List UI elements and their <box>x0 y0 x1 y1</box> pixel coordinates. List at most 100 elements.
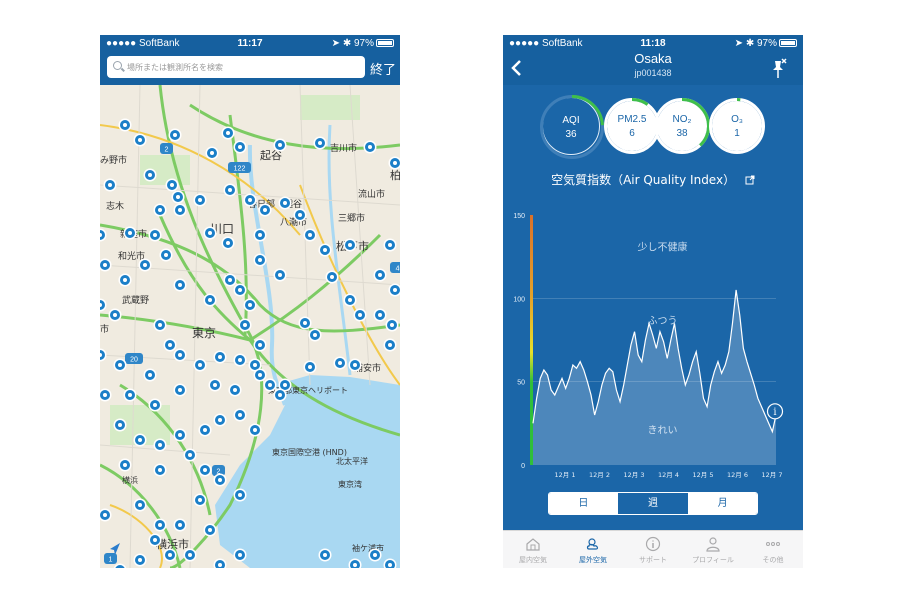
station-marker[interactable] <box>373 308 387 322</box>
station-marker[interactable] <box>103 178 117 192</box>
station-marker[interactable] <box>348 358 362 372</box>
station-marker[interactable] <box>133 553 147 567</box>
station-marker[interactable] <box>118 118 132 132</box>
station-marker[interactable] <box>173 428 187 442</box>
station-marker[interactable] <box>313 136 327 150</box>
station-marker[interactable] <box>163 338 177 352</box>
station-marker[interactable] <box>333 356 347 370</box>
station-marker[interactable] <box>318 548 332 562</box>
station-marker[interactable] <box>108 308 122 322</box>
station-marker[interactable] <box>213 473 227 487</box>
search-bar[interactable] <box>107 56 365 78</box>
station-marker[interactable] <box>193 358 207 372</box>
station-marker[interactable] <box>223 183 237 197</box>
station-marker[interactable] <box>373 268 387 282</box>
station-marker[interactable] <box>153 463 167 477</box>
station-marker[interactable] <box>153 318 167 332</box>
station-marker[interactable] <box>153 438 167 452</box>
external-link-icon[interactable] <box>745 175 755 185</box>
station-marker[interactable] <box>138 258 152 272</box>
station-marker[interactable] <box>298 316 312 330</box>
station-marker[interactable] <box>273 268 287 282</box>
station-marker[interactable] <box>123 226 137 240</box>
station-marker[interactable] <box>383 338 397 352</box>
station-marker[interactable] <box>385 318 399 332</box>
station-marker[interactable] <box>193 493 207 507</box>
station-marker[interactable] <box>205 146 219 160</box>
station-marker[interactable] <box>100 388 112 402</box>
station-marker[interactable] <box>318 243 332 257</box>
station-marker[interactable] <box>233 353 247 367</box>
station-marker[interactable] <box>118 273 132 287</box>
unpin-icon[interactable] <box>769 57 789 81</box>
station-marker[interactable] <box>163 548 177 562</box>
station-marker[interactable] <box>159 248 173 262</box>
station-marker[interactable] <box>348 558 362 569</box>
tab-profile[interactable]: プロフィール <box>683 531 743 568</box>
station-marker[interactable] <box>193 193 207 207</box>
station-marker[interactable] <box>233 140 247 154</box>
station-marker[interactable] <box>183 448 197 462</box>
map-view[interactable]: 吉川市起谷み野市柏流山市春日部・越谷志木三郷市八潮市新座市川口松戸市和光市武蔵野… <box>100 85 400 568</box>
station-marker[interactable] <box>258 203 272 217</box>
station-marker[interactable] <box>273 388 287 402</box>
station-marker[interactable] <box>173 383 187 397</box>
station-marker[interactable] <box>153 518 167 532</box>
station-marker[interactable] <box>293 208 307 222</box>
search-input[interactable] <box>127 59 357 75</box>
station-marker[interactable] <box>100 228 107 242</box>
station-marker[interactable] <box>203 523 217 537</box>
station-marker[interactable] <box>368 548 382 562</box>
station-marker[interactable] <box>173 348 187 362</box>
station-marker[interactable] <box>223 273 237 287</box>
station-marker[interactable] <box>213 558 227 569</box>
station-marker[interactable] <box>263 378 277 392</box>
station-marker[interactable] <box>238 318 252 332</box>
metric-pm25[interactable]: PM2.5 6 <box>604 98 660 154</box>
station-marker[interactable] <box>213 413 227 427</box>
station-marker[interactable] <box>383 558 397 569</box>
station-marker[interactable] <box>233 408 247 422</box>
station-marker[interactable] <box>123 388 137 402</box>
tab-more[interactable]: その他 <box>743 531 803 568</box>
station-marker[interactable] <box>243 193 257 207</box>
segment-week[interactable]: 週 <box>618 493 689 514</box>
station-marker[interactable] <box>248 423 262 437</box>
station-markers[interactable] <box>100 118 401 569</box>
station-marker[interactable] <box>173 203 187 217</box>
station-marker[interactable] <box>198 423 212 437</box>
station-marker[interactable] <box>133 433 147 447</box>
station-marker[interactable] <box>273 138 287 152</box>
segment-day[interactable]: 日 <box>549 493 619 514</box>
station-marker[interactable] <box>100 298 107 312</box>
station-marker[interactable] <box>143 168 157 182</box>
station-marker[interactable] <box>308 328 322 342</box>
station-marker[interactable] <box>243 298 257 312</box>
station-marker[interactable] <box>253 368 267 382</box>
station-marker[interactable] <box>100 348 107 362</box>
station-marker[interactable] <box>183 548 197 562</box>
station-marker[interactable] <box>303 360 317 374</box>
station-marker[interactable] <box>253 228 267 242</box>
station-marker[interactable] <box>203 226 217 240</box>
station-marker[interactable] <box>388 156 401 170</box>
station-marker[interactable] <box>221 236 235 250</box>
station-marker[interactable] <box>113 418 127 432</box>
station-marker[interactable] <box>388 283 401 297</box>
station-marker[interactable] <box>165 178 179 192</box>
station-marker[interactable] <box>253 338 267 352</box>
station-marker[interactable] <box>233 283 247 297</box>
tab-support[interactable]: サポート <box>623 531 683 568</box>
station-marker[interactable] <box>325 270 339 284</box>
station-marker[interactable] <box>100 508 112 522</box>
station-marker[interactable] <box>363 140 377 154</box>
station-marker[interactable] <box>343 293 357 307</box>
station-marker[interactable] <box>148 533 162 547</box>
station-marker[interactable] <box>221 126 235 140</box>
metric-aqi[interactable]: AQI 36 <box>540 95 604 159</box>
station-marker[interactable] <box>208 378 222 392</box>
info-icon[interactable]: i <box>766 403 784 420</box>
station-marker[interactable] <box>153 203 167 217</box>
metric-o[interactable]: O₃ 1 <box>709 98 765 154</box>
station-marker[interactable] <box>118 458 132 472</box>
